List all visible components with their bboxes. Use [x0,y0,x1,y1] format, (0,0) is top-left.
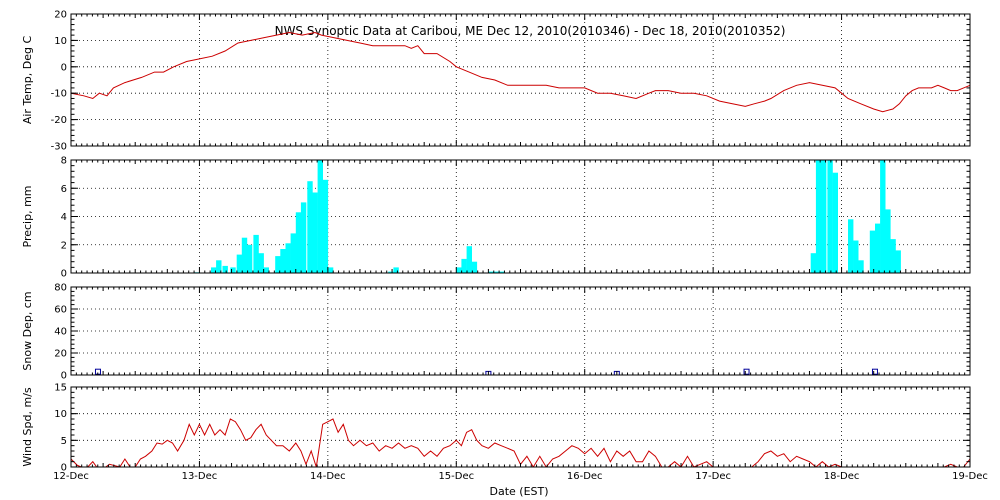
precip-bar [466,246,472,273]
precip-bar [216,260,222,273]
precip-bar [327,267,334,273]
precip-bar [853,240,859,273]
x-tick-label: 12-Dec [53,471,89,482]
precip-y-axis-label: Precip, mm [21,186,34,248]
precip-bar [810,253,817,273]
y-tick-label: 6 [61,184,67,195]
wind_speed-frame [70,386,971,468]
y-tick-label: -30 [51,142,67,153]
precip-bar [290,233,296,273]
precip-bar [388,271,394,273]
panel-snow_depth: 80 60 40 20 0 Snow Dep, cm [21,283,971,382]
precip-bar [869,230,876,273]
precip-bar [241,237,248,273]
y-tick-label: 2 [61,240,67,251]
y-tick-label: 20 [54,349,67,360]
x-tick-label: 13-Dec [182,471,218,482]
precip-bar [300,202,307,273]
x-axis-label: Date (EST) [489,485,548,498]
wind_speed-data [71,418,970,467]
precip-bar [880,160,886,273]
precip-bar [258,253,264,273]
precip-bar [821,160,827,273]
x-tick-label: 17-Dec [695,471,731,482]
precip-bar [317,160,323,273]
panel-air_temp: 20 10 0 -10 -20 -30 Air Temp, Deg C [21,10,971,153]
x-tick-label: 18-Dec [824,471,860,482]
precip-bar [858,260,864,273]
precip-bar [393,267,399,273]
y-tick-label: 10 [54,36,67,47]
precip-bar [322,179,329,273]
y-tick-label: -20 [51,115,67,126]
wind_speed-series-line [71,418,970,467]
precip-bar [295,212,302,273]
precip-bar [493,271,499,273]
precip-bar [246,244,253,273]
precip-bar [236,254,243,273]
precip-bar [461,258,467,273]
precip-bar [312,192,318,273]
panel-wind_speed: 15 10 5 0 Wind Spd, m/s [21,383,971,474]
precip-bar [815,160,822,273]
y-tick-label: 10 [54,409,67,420]
precip-bar [230,267,236,273]
snow_depth-y-axis-label: Snow Dep, cm [21,291,34,370]
precip-bar [456,267,462,273]
air_temp-series-line [71,31,970,113]
precip-bar [832,172,838,273]
x-tick-label: 14-Dec [310,471,346,482]
y-tick-label: 0 [61,463,67,474]
y-tick-label: 60 [54,305,67,316]
y-tick-label: 0 [61,371,67,382]
y-tick-label: -10 [51,89,67,100]
y-tick-label: 40 [54,327,67,338]
x-tick-labels: 12-Dec 13-Dec 14-Dec 15-Dec 16-Dec 17-Dec 18-D… [53,471,988,482]
precip-bar [253,234,259,273]
precip-bar [875,223,881,273]
y-tick-label: 4 [61,212,67,223]
y-tick-label: 15 [54,383,67,394]
precip-bar [285,243,291,273]
y-tick-label: 8 [61,156,67,167]
air_temp-y-axis-label: Air Temp, Deg C [21,36,34,125]
y-tick-label: 0 [61,269,67,280]
y-tick-label: 0 [61,62,67,73]
y-tick-label: 5 [61,436,67,447]
precip-bar [848,219,854,273]
precip-bar [890,239,896,273]
y-tick-label: 80 [54,283,67,294]
precip-bar [827,160,833,273]
x-tick-label: 15-Dec [438,471,474,482]
y-tick-label: 20 [54,10,67,21]
precip-bar [498,271,505,273]
x-tick-label: 16-Dec [567,471,603,482]
precip-bar [885,209,891,273]
precip-data [194,160,901,273]
precip-bar [488,271,494,273]
precip-bar [307,181,313,273]
precip-bar [280,249,286,273]
snow-depth-point [871,368,878,375]
precip-bar [222,265,228,273]
snow-depth-point [743,368,750,375]
precip-bar [895,250,901,273]
precip-bar [275,256,281,273]
precip-bar [471,261,478,273]
panel-precip: 8 6 4 2 0 Precip, mm [21,156,971,280]
x-tick-label: 19-Dec [952,471,988,482]
chart-title: NWS Synoptic Data at Caribou, ME Dec 12,… [275,24,786,38]
precip-bar [263,267,269,273]
air_temp-data [71,31,970,113]
precip-bar [211,267,217,273]
wind_speed-y-axis-label: Wind Spd, m/s [21,387,34,467]
